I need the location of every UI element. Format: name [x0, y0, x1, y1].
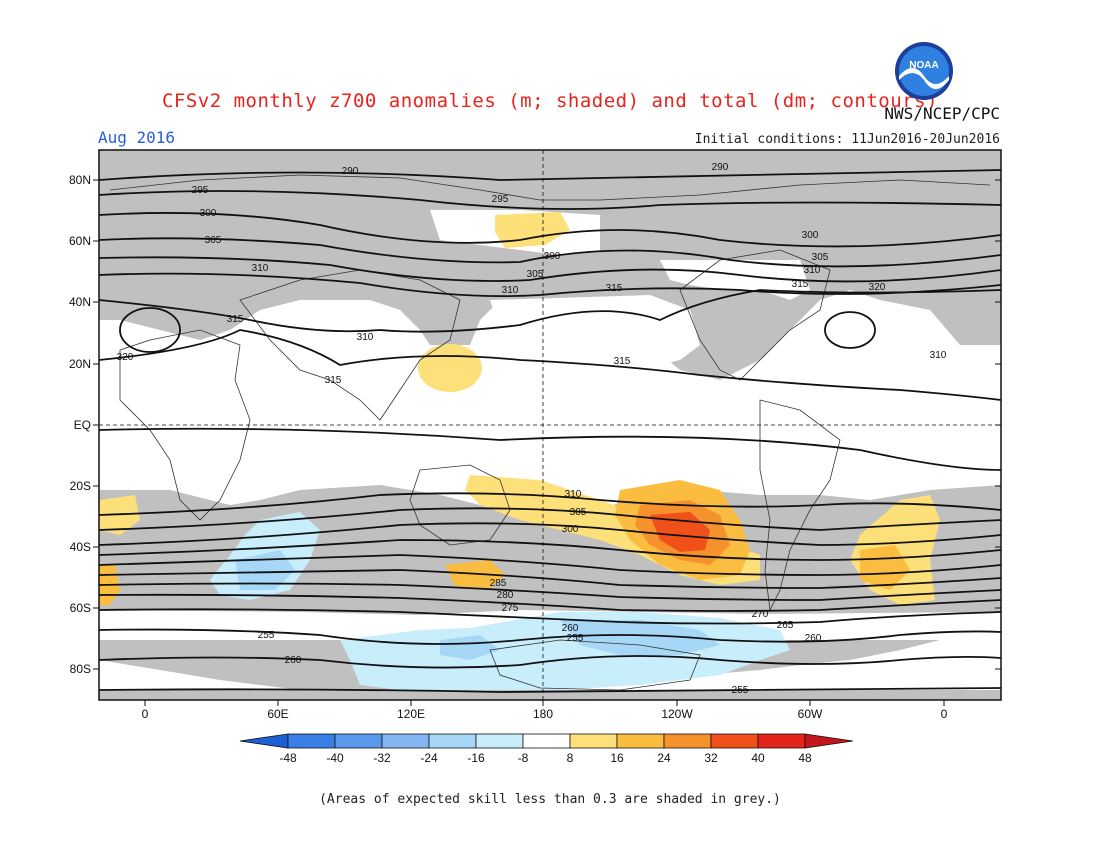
- contour-label: 275: [502, 603, 519, 614]
- colorbar-bin: [334, 733, 383, 749]
- colorbar-bin: [757, 733, 806, 749]
- lon-label: 120E: [397, 707, 425, 721]
- contour-label: 315: [606, 283, 623, 294]
- contour-label: 290: [712, 162, 729, 173]
- contour-label: 300: [802, 230, 819, 241]
- colorbar-label: -8: [518, 751, 529, 765]
- colorbar-bin: [381, 733, 430, 749]
- lon-label: 60E: [267, 707, 288, 721]
- contour-label: 285: [490, 578, 507, 589]
- colorbar-bin: [663, 733, 712, 749]
- colorbar-label: 48: [798, 751, 812, 765]
- lon-label: 180: [533, 707, 553, 721]
- noaa-logo: NOAA: [893, 40, 955, 106]
- lat-label: 80S: [70, 662, 91, 676]
- colorbar-label: 16: [610, 751, 624, 765]
- colorbar-bin: [710, 733, 759, 749]
- coastlines: [109, 174, 991, 691]
- contour-label: 320: [117, 352, 134, 363]
- contour-label: 305: [812, 252, 829, 263]
- lat-label: 80N: [69, 173, 91, 187]
- agency-label: NWS/NCEP/CPC: [884, 104, 1000, 123]
- colorbar-label: 8: [567, 751, 574, 765]
- colorbar-arrow-left: [239, 733, 289, 749]
- colorbar-label: -48: [279, 751, 297, 765]
- forecast-month: Aug 2016: [98, 128, 176, 147]
- colorbar-label: -16: [467, 751, 485, 765]
- lat-label: 20S: [70, 479, 91, 493]
- contour-label: 310: [357, 332, 374, 343]
- contour-label: 305: [205, 235, 222, 246]
- contour-label: 305: [527, 269, 544, 280]
- contour-label: 295: [192, 185, 209, 196]
- colorbar-label: -32: [373, 751, 391, 765]
- contour-label: 255: [258, 630, 275, 641]
- lat-label: 40S: [70, 540, 91, 554]
- shading-layer: [99, 150, 1001, 700]
- contour-label: 315: [792, 279, 809, 290]
- lat-label: 60S: [70, 601, 91, 615]
- lat-label: 20N: [69, 357, 91, 371]
- contour-lines: [99, 169, 1001, 693]
- lon-label: 60W: [798, 707, 823, 721]
- colorbar-bin: [616, 733, 665, 749]
- contour-label: 255: [567, 633, 584, 644]
- colorbar: -48 -40 -32 -24 -16 -8 8 16 24 32 40 48: [239, 733, 854, 765]
- colorbar-label: -24: [420, 751, 438, 765]
- contour-label: 315: [325, 375, 342, 386]
- contour-label: 300: [544, 251, 561, 262]
- skill-footnote: (Areas of expected skill less than 0.3 a…: [319, 792, 781, 807]
- initial-conditions: Initial conditions: 11Jun2016-20Jun2016: [694, 132, 1000, 147]
- contour-label: 310: [565, 489, 582, 500]
- lon-label: 0: [941, 707, 948, 721]
- contour-label: 310: [804, 265, 821, 276]
- lon-label: 0: [142, 707, 149, 721]
- colorbar-label: 24: [657, 751, 671, 765]
- colorbar-label: 32: [704, 751, 718, 765]
- contour-label: 295: [492, 194, 509, 205]
- map-title: CFSv2 monthly z700 anomalies (m; shaded)…: [161, 90, 939, 112]
- colorbar-bin: [428, 733, 477, 749]
- colorbar-label: -40: [326, 751, 344, 765]
- colorbar-bin: [569, 733, 618, 749]
- contour-label: 255: [732, 685, 749, 696]
- longitude-axis: 0 60E 120E 180 120W 60W 0: [142, 700, 948, 721]
- colorbar-bin: [522, 733, 571, 749]
- contour-label: 260: [285, 655, 302, 666]
- colorbar-bin: [287, 733, 336, 749]
- reference-lines: [99, 150, 1001, 700]
- colorbar-bin: [475, 733, 524, 749]
- contour-label: 265: [777, 620, 794, 631]
- colorbar-arrow-right: [804, 733, 854, 749]
- contour-label: 300: [200, 208, 217, 219]
- contour-label: 310: [252, 263, 269, 274]
- contour-label: 300: [562, 524, 579, 535]
- contour-label: 310: [930, 350, 947, 361]
- contour-label: 280: [497, 590, 514, 601]
- contour-label: 315: [614, 356, 631, 367]
- lat-label: EQ: [74, 418, 91, 432]
- lon-label: 120W: [661, 707, 693, 721]
- contour-label: 320: [869, 282, 886, 293]
- contour-label: 305: [570, 507, 587, 518]
- contour-label: 270: [752, 609, 769, 620]
- contour-label: 315: [227, 314, 244, 325]
- colorbar-label: 40: [751, 751, 765, 765]
- lat-label: 40N: [69, 295, 91, 309]
- contour-label: 260: [805, 633, 822, 644]
- lat-label: 60N: [69, 234, 91, 248]
- contour-labels: 2902953003053103153203003053103152902953…: [117, 162, 947, 696]
- contour-label: 260: [562, 623, 579, 634]
- contour-label: 310: [502, 285, 519, 296]
- latitude-axis: 80N 60N 40N 20N EQ 20S 40S 60S 80S: [69, 173, 1001, 676]
- noaa-logo-text: NOAA: [909, 60, 938, 71]
- contour-label: 290: [342, 166, 359, 177]
